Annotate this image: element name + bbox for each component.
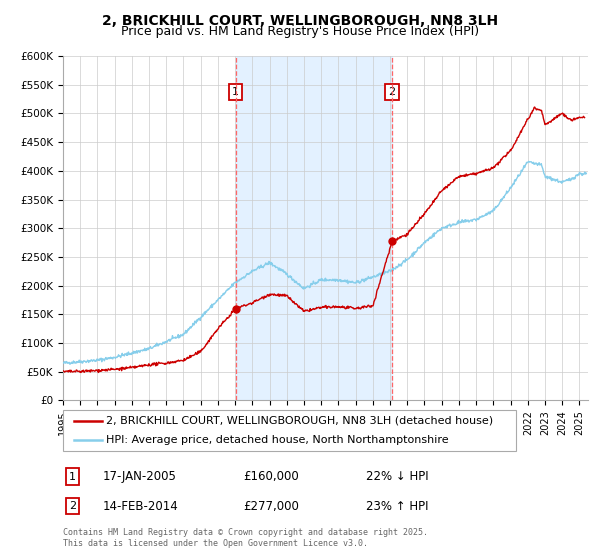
Text: HPI: Average price, detached house, North Northamptonshire: HPI: Average price, detached house, Nort… bbox=[106, 435, 449, 445]
Text: Price paid vs. HM Land Registry's House Price Index (HPI): Price paid vs. HM Land Registry's House … bbox=[121, 25, 479, 38]
Text: 2: 2 bbox=[69, 501, 76, 511]
Text: 23% ↑ HPI: 23% ↑ HPI bbox=[365, 500, 428, 513]
Text: 2, BRICKHILL COURT, WELLINGBOROUGH, NN8 3LH: 2, BRICKHILL COURT, WELLINGBOROUGH, NN8 … bbox=[102, 14, 498, 28]
Text: £277,000: £277,000 bbox=[244, 500, 299, 513]
Text: 1: 1 bbox=[232, 87, 239, 97]
Text: 14-FEB-2014: 14-FEB-2014 bbox=[103, 500, 179, 513]
Text: 2: 2 bbox=[389, 87, 395, 97]
Text: 1: 1 bbox=[69, 472, 76, 482]
Text: £160,000: £160,000 bbox=[244, 470, 299, 483]
Text: 2, BRICKHILL COURT, WELLINGBOROUGH, NN8 3LH (detached house): 2, BRICKHILL COURT, WELLINGBOROUGH, NN8 … bbox=[106, 416, 493, 426]
Bar bbox=[236, 56, 392, 400]
Text: 22% ↓ HPI: 22% ↓ HPI bbox=[365, 470, 428, 483]
Text: Contains HM Land Registry data © Crown copyright and database right 2025.
This d: Contains HM Land Registry data © Crown c… bbox=[63, 528, 428, 548]
Text: 17-JAN-2005: 17-JAN-2005 bbox=[103, 470, 176, 483]
